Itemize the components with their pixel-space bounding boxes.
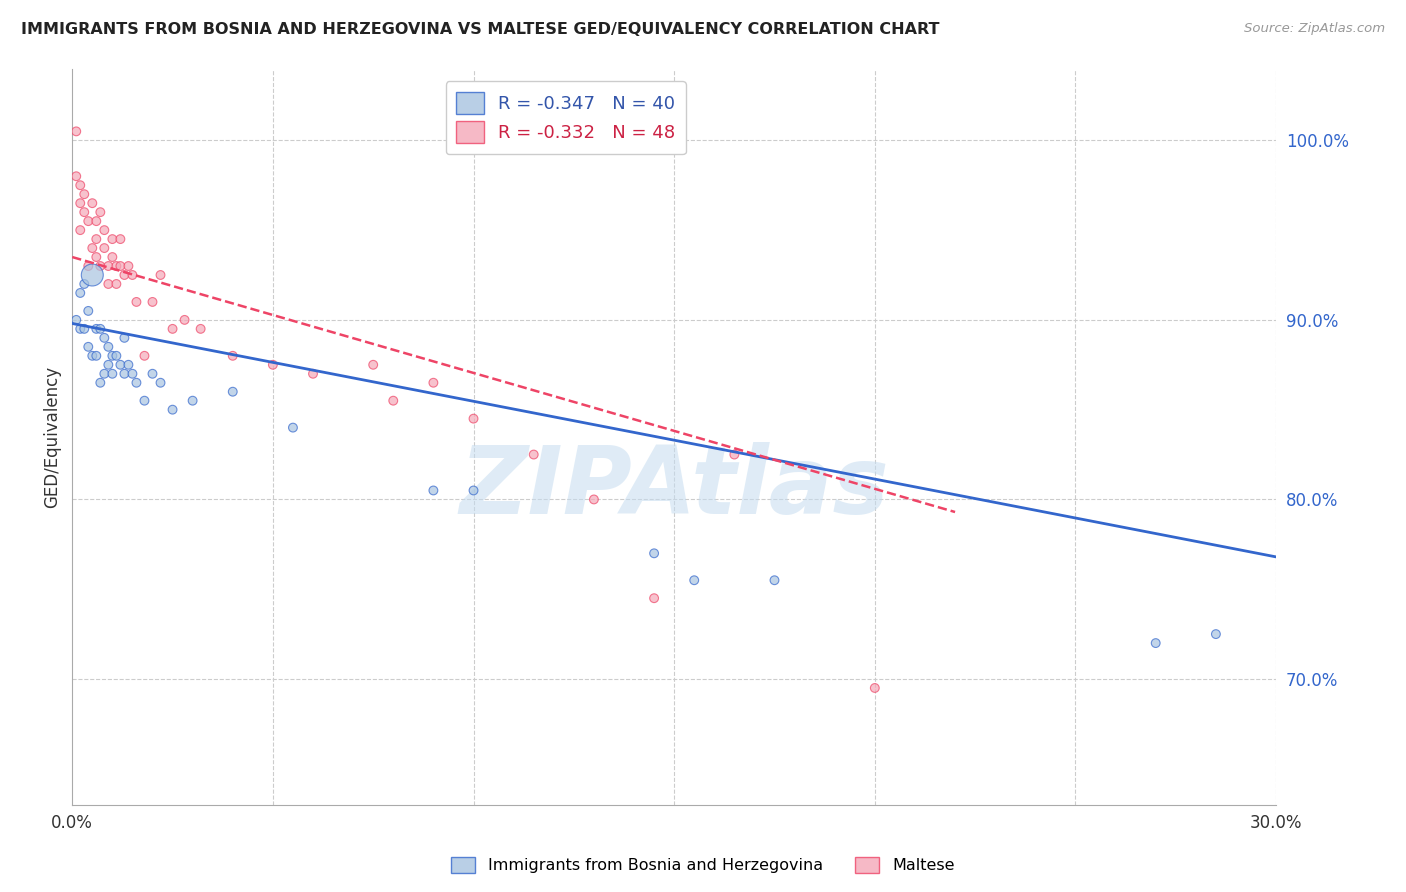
Point [141, 294, 163, 309]
Point [82, 268, 104, 282]
Point [302, 367, 325, 381]
Point [173, 313, 195, 327]
Point [110, 259, 132, 273]
Point [105, 277, 128, 291]
Point [77, 214, 100, 228]
Point [89, 376, 111, 390]
Point [73, 187, 96, 202]
Point [523, 448, 546, 462]
Point [361, 358, 384, 372]
Y-axis label: GED/Equivalency: GED/Equivalency [44, 366, 60, 508]
Point [643, 546, 665, 560]
Point [82, 196, 104, 211]
Point [93, 331, 115, 345]
Text: ZIPAtlas: ZIPAtlas [460, 442, 889, 534]
Point [73, 205, 96, 219]
Point [141, 367, 163, 381]
Point [82, 241, 104, 255]
Point [69, 322, 91, 336]
Point [84, 214, 107, 228]
Point [463, 483, 485, 498]
Point [84, 322, 107, 336]
Point [382, 393, 405, 408]
Point [97, 340, 120, 354]
Point [723, 448, 745, 462]
Point [1144, 636, 1167, 650]
Point [422, 376, 444, 390]
Point [281, 420, 304, 434]
Point [101, 232, 124, 246]
Point [65, 169, 87, 184]
Point [89, 205, 111, 219]
Point [763, 573, 786, 587]
Point [84, 250, 107, 264]
Point [89, 259, 111, 273]
Point [84, 232, 107, 246]
Point [222, 384, 245, 399]
Point [262, 358, 284, 372]
Point [162, 402, 184, 417]
Point [162, 322, 184, 336]
Point [643, 591, 665, 606]
Point [77, 340, 100, 354]
Point [463, 411, 485, 425]
Text: IMMIGRANTS FROM BOSNIA AND HERZEGOVINA VS MALTESE GED/EQUIVALENCY CORRELATION CH: IMMIGRANTS FROM BOSNIA AND HERZEGOVINA V… [21, 22, 939, 37]
Point [101, 349, 124, 363]
Point [112, 268, 135, 282]
Legend: R = -0.347   N = 40, R = -0.332   N = 48: R = -0.347 N = 40, R = -0.332 N = 48 [446, 81, 686, 154]
Point [73, 277, 96, 291]
Point [93, 223, 115, 237]
Point [134, 349, 156, 363]
Point [82, 349, 104, 363]
Point [863, 681, 886, 695]
Point [149, 376, 172, 390]
Point [112, 367, 135, 381]
Point [149, 268, 172, 282]
Point [97, 358, 120, 372]
Point [101, 367, 124, 381]
Point [110, 232, 132, 246]
Point [110, 358, 132, 372]
Point [112, 331, 135, 345]
Point [105, 259, 128, 273]
Point [683, 573, 706, 587]
Point [121, 268, 143, 282]
Point [105, 349, 128, 363]
Point [89, 322, 111, 336]
Point [117, 259, 139, 273]
Point [65, 313, 87, 327]
Point [97, 277, 120, 291]
Point [69, 196, 91, 211]
Point [422, 483, 444, 498]
Point [125, 294, 148, 309]
Point [73, 322, 96, 336]
Point [69, 223, 91, 237]
Point [93, 241, 115, 255]
Point [121, 367, 143, 381]
Point [582, 492, 605, 507]
Point [134, 393, 156, 408]
Text: Source: ZipAtlas.com: Source: ZipAtlas.com [1244, 22, 1385, 36]
Point [181, 393, 204, 408]
Point [65, 124, 87, 138]
Point [97, 259, 120, 273]
Point [1205, 627, 1227, 641]
Point [117, 358, 139, 372]
Point [77, 304, 100, 318]
Point [125, 376, 148, 390]
Point [190, 322, 212, 336]
Point [77, 259, 100, 273]
Legend: Immigrants from Bosnia and Herzegovina, Maltese: Immigrants from Bosnia and Herzegovina, … [446, 850, 960, 880]
Point [93, 367, 115, 381]
Point [69, 285, 91, 300]
Point [84, 349, 107, 363]
Point [222, 349, 245, 363]
Point [101, 250, 124, 264]
Point [69, 178, 91, 193]
